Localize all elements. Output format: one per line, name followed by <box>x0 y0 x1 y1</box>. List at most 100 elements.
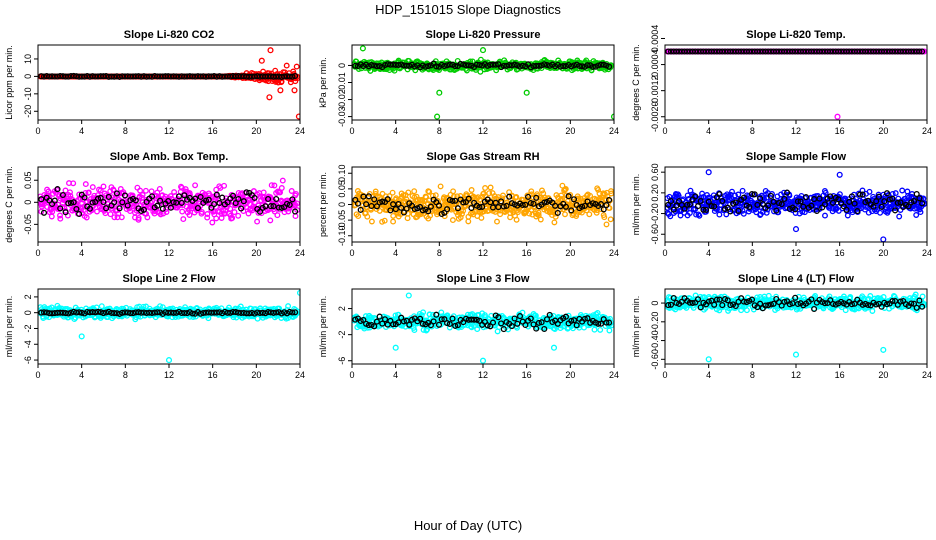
data-point-mean <box>181 192 188 199</box>
data-point-mean <box>854 208 861 215</box>
data-point-mean <box>292 208 299 215</box>
x-tick-label: 16 <box>522 248 532 258</box>
data-point <box>85 189 92 196</box>
data-point-mean <box>275 204 282 211</box>
y-axis-label: degrees C per min. <box>4 166 14 243</box>
data-point-mean <box>65 310 72 317</box>
data-point-mean <box>452 63 459 70</box>
panel-title: Slope Li-820 Pressure <box>426 29 541 41</box>
data-point-mean <box>511 61 518 68</box>
data-point <box>532 312 539 319</box>
data-point-mean <box>373 63 380 70</box>
data-point <box>586 211 593 218</box>
panel-title: Slope Sample Flow <box>746 151 847 163</box>
data-point-mean <box>476 204 483 211</box>
x-tick-label: 8 <box>437 248 442 258</box>
y-tick-label: -4 <box>23 340 33 348</box>
outlier-point <box>479 47 487 54</box>
data-point-mean <box>889 195 896 202</box>
data-point <box>562 211 568 218</box>
data-point-mean <box>270 309 277 316</box>
panel-points <box>352 182 614 228</box>
y-tick-label: 10 <box>23 54 33 64</box>
data-point-mean <box>67 199 75 206</box>
data-point <box>235 212 242 219</box>
data-point <box>896 213 903 220</box>
data-point-mean <box>398 204 405 211</box>
data-point-mean <box>62 73 69 80</box>
data-point-mean <box>167 204 174 211</box>
x-tick-label: 12 <box>791 126 801 136</box>
data-point-mean <box>444 206 451 213</box>
x-tick-label: 0 <box>35 248 40 258</box>
panel-points <box>38 177 300 226</box>
data-point-mean <box>570 196 578 203</box>
x-tick-label: 20 <box>251 248 261 258</box>
data-point-mean <box>89 199 96 206</box>
data-point-mean <box>124 309 131 316</box>
data-point-mean <box>229 308 237 316</box>
data-point-mean <box>446 196 453 204</box>
data-point <box>130 203 137 210</box>
data-point <box>450 188 457 195</box>
data-point-mean <box>554 209 561 216</box>
data-point <box>157 211 164 218</box>
data-point-mean <box>62 209 69 216</box>
data-point-mean <box>519 62 526 69</box>
data-point-mean <box>473 61 480 68</box>
data-point-mean <box>70 199 77 206</box>
data-point <box>140 303 147 310</box>
data-point-mean <box>670 206 677 213</box>
data-point <box>83 214 90 221</box>
data-point-mean <box>673 202 680 209</box>
data-point <box>729 188 735 195</box>
data-point-mean <box>716 191 723 198</box>
x-tick-label: 4 <box>79 126 84 136</box>
data-point-mean <box>606 63 613 70</box>
y-tick-label: -0.60 <box>650 224 660 245</box>
data-point <box>844 212 851 219</box>
data-point-mean <box>498 198 505 205</box>
data-point-mean <box>870 203 877 210</box>
outlier-point <box>359 45 366 52</box>
data-point-mean <box>43 309 50 316</box>
data-point <box>603 221 610 228</box>
data-point-mean <box>770 198 777 205</box>
y-tick-label: -0.01 <box>337 72 347 93</box>
data-point-mean <box>97 194 104 201</box>
data-point <box>735 191 742 198</box>
data-point <box>459 210 465 217</box>
x-tick-label: 24 <box>295 126 305 136</box>
data-point-mean <box>452 197 459 204</box>
data-point-mean <box>441 63 448 70</box>
data-point <box>607 216 614 223</box>
panel-title: Slope Amb. Box Temp. <box>110 151 229 163</box>
data-point-mean <box>232 309 239 316</box>
y-axis-label: Licor ppm per min. <box>4 45 14 120</box>
data-point-mean <box>202 197 210 204</box>
data-point <box>562 186 569 192</box>
data-point <box>205 315 212 322</box>
data-point-mean <box>229 192 237 199</box>
data-point <box>435 199 442 206</box>
data-point <box>482 185 489 191</box>
data-point-mean <box>132 197 139 204</box>
data-point <box>487 184 494 191</box>
data-point-mean <box>449 197 456 204</box>
data-point <box>904 188 911 195</box>
data-point <box>693 211 700 218</box>
data-point <box>372 188 379 195</box>
data-point-mean <box>589 63 596 70</box>
data-point-mean <box>113 190 120 197</box>
data-point <box>913 212 920 218</box>
data-point-mean <box>535 62 542 69</box>
data-point <box>426 188 433 195</box>
y-tick-label: -2 <box>23 324 33 332</box>
x-tick-label: 12 <box>791 248 801 258</box>
data-point-mean <box>154 309 161 316</box>
data-point-mean <box>78 309 85 316</box>
data-point-mean <box>368 62 375 69</box>
y-tick-label: 0.10 <box>337 164 347 182</box>
data-point-mean <box>357 206 364 213</box>
x-tick-label: 12 <box>164 370 174 380</box>
